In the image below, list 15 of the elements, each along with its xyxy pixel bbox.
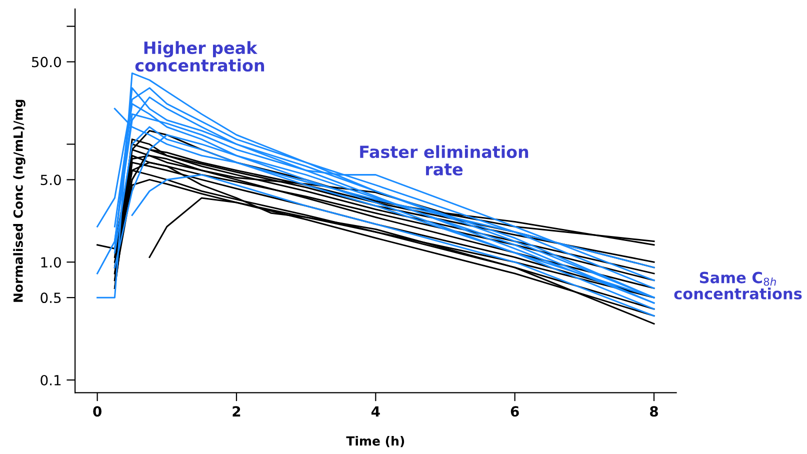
y-tick-label: 50.0 (32, 56, 61, 68)
annotation: Higher peak concentration (135, 41, 264, 72)
annotation: Same C$_{8h}$ concentrations (674, 272, 802, 300)
x-tick-label: 2 (232, 406, 240, 416)
x-axis-title: Time (h) (346, 436, 404, 448)
y-tick-label: 0.5 (40, 292, 61, 304)
y-tick-label: 5.0 (40, 174, 61, 186)
x-tick-label: 0 (93, 406, 102, 417)
annotation: Faster elimination rate (360, 145, 528, 176)
x-tick-label: 4 (371, 406, 380, 416)
x-tick-label: 8 (650, 406, 658, 417)
x-tick-label: 6 (510, 406, 519, 417)
y-tick-label: 0.1 (40, 374, 61, 386)
y-axis-title: Normalised Conc (ng/mL)/mg (13, 100, 26, 302)
y-tick-label: 1.0 (41, 257, 61, 268)
